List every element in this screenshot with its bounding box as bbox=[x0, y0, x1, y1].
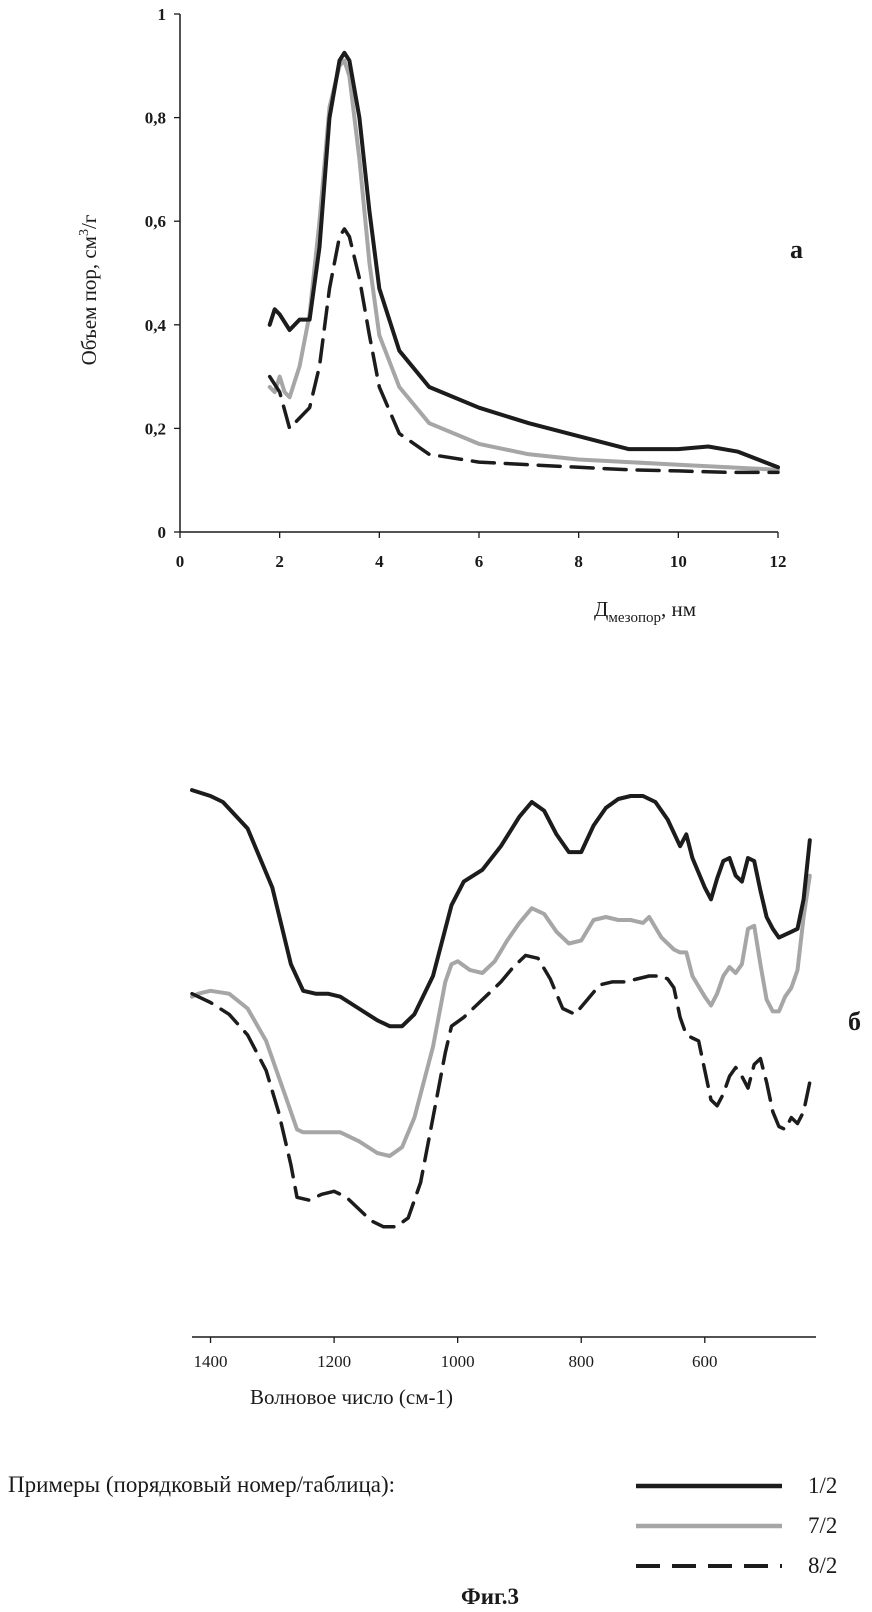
panel-a-letter: а bbox=[790, 235, 803, 264]
legend: Примеры (порядковый номер/таблица): 1/2 … bbox=[8, 1472, 837, 1578]
panel-a-pore-volume-chart: 0 0,2 0,4 0,6 0,8 1 0 2 4 6 8 10 12 Объем пор, см3/… bbox=[77, 5, 803, 626]
panel-a-x-tick-label: 10 bbox=[670, 552, 687, 571]
panel-b-x-tick-label: 800 bbox=[568, 1352, 594, 1371]
panel-a-y-tick-label: 0 bbox=[158, 523, 167, 542]
panel-b-series bbox=[190, 788, 812, 1229]
panel-b-x-tick-label: 1400 bbox=[194, 1352, 228, 1371]
panel-a-series-line-s82 bbox=[267, 227, 780, 475]
panel-a-y-tick-label: 0,2 bbox=[145, 419, 166, 438]
panel-b-x-ticks: 1400 1200 1000 800 600 bbox=[194, 1337, 718, 1371]
panel-b-x-tick-label: 1000 bbox=[441, 1352, 475, 1371]
panel-a-x-tick-label: 6 bbox=[475, 552, 484, 571]
panel-a-x-tick-label: 8 bbox=[574, 552, 583, 571]
panel-a-series-line-s72 bbox=[267, 58, 780, 472]
figure-caption: Фиг.3 bbox=[461, 1584, 519, 1609]
panel-b-ir-spectrum-chart: 1400 1200 1000 800 600 Волновое число (см-1)… bbox=[190, 788, 861, 1409]
legend-title: Примеры (порядковый номер/таблица): bbox=[8, 1472, 395, 1497]
panel-a-y-tick-label: 1 bbox=[158, 5, 167, 24]
panel-a-y-tick-label: 0,6 bbox=[145, 212, 166, 231]
panel-a-x-tick-label: 12 bbox=[770, 552, 787, 571]
panel-a-y-axis-label: Объем пор, см3/г bbox=[77, 214, 101, 365]
panel-a-x-tick-label: 0 bbox=[176, 552, 185, 571]
panel-a-y-tick-label: 0,4 bbox=[145, 316, 167, 335]
legend-label-1-2: 1/2 bbox=[808, 1473, 837, 1498]
panel-a-x-tick-label: 2 bbox=[275, 552, 284, 571]
panel-b-series-line-s82 bbox=[190, 953, 812, 1229]
panel-b-series-line-s12 bbox=[190, 788, 812, 1029]
panel-b-x-tick-label: 600 bbox=[692, 1352, 718, 1371]
panel-a-x-tick-label: 4 bbox=[375, 552, 384, 571]
panel-a-y-ticks: 0 0,2 0,4 0,6 0,8 1 bbox=[145, 5, 180, 542]
legend-label-8-2: 8/2 bbox=[808, 1553, 837, 1578]
panel-a-x-axis-label: Дмезопор, нм bbox=[594, 597, 696, 626]
panel-a-series-line-s12 bbox=[267, 50, 780, 470]
panel-a-y-tick-label: 0,8 bbox=[145, 109, 166, 128]
panel-b-series-line-s72 bbox=[190, 873, 812, 1158]
legend-label-7-2: 7/2 bbox=[808, 1513, 837, 1538]
panel-a-series bbox=[267, 50, 780, 475]
panel-b-x-tick-label: 1200 bbox=[317, 1352, 351, 1371]
panel-b-letter: б bbox=[848, 1007, 861, 1036]
panel-b-x-axis-label: Волновое число (см-1) bbox=[250, 1385, 453, 1409]
panel-a-x-ticks: 0 2 4 6 8 10 12 bbox=[176, 532, 787, 571]
